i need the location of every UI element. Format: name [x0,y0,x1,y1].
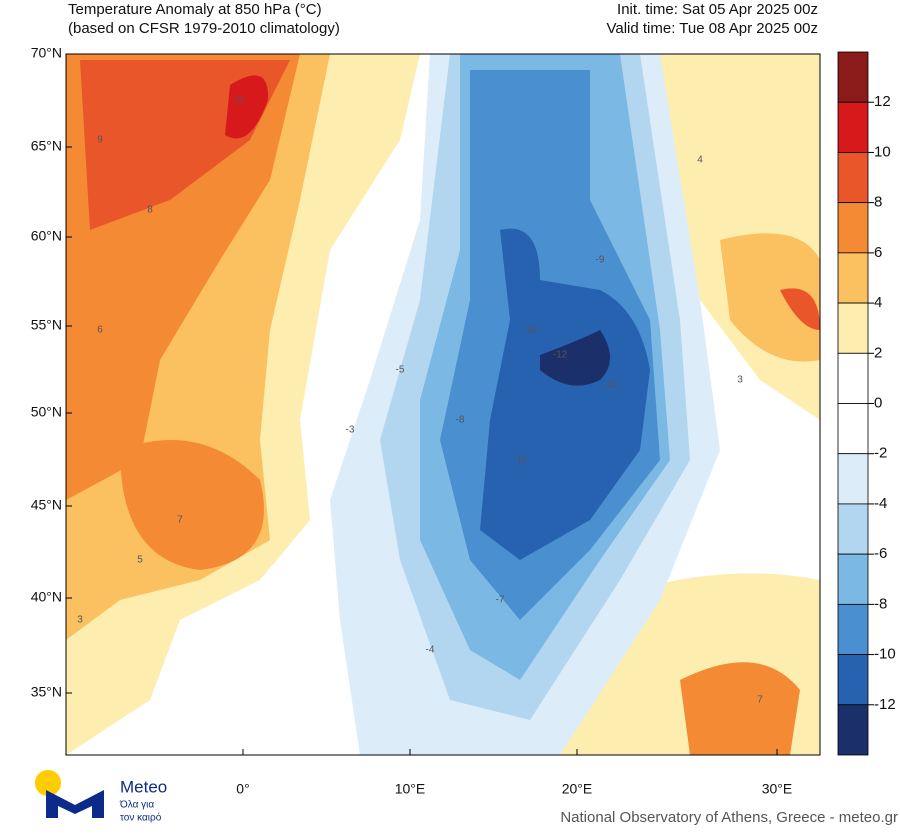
map-value: -4 [426,645,435,656]
map-value: -10 [603,380,618,391]
map-value: 11 [235,95,246,106]
map-value: -12 [553,350,568,361]
map-value: 3 [737,375,743,386]
colorbar-box [837,202,869,254]
colorbar-box [837,553,869,605]
colorbar-box [837,252,869,304]
logo-line: τον καιρό [120,812,162,824]
valid-time: Valid time: Tue 08 Apr 2025 00z [606,20,818,37]
colorbar-box [837,101,869,153]
map-value: 5 [137,555,143,566]
map-value: 7 [757,695,763,706]
lon-label: 0° [236,781,249,797]
colorbar-box [837,352,869,404]
colorbar-label: 10 [874,143,891,160]
colorbar-label: -2 [874,445,887,462]
lat-label: 55°N [31,317,62,333]
colorbar-box [837,403,869,455]
map-value: 8 [147,205,153,216]
colorbar-label: 4 [874,294,882,311]
lat-label: 35°N [31,684,62,700]
colorbar-label: 8 [874,194,882,211]
lat-label: 45°N [31,497,62,513]
colorbar-box [837,152,869,204]
colorbar-box [837,704,869,756]
logo-line: Όλα για [119,800,154,811]
lat-label: 50°N [31,404,62,420]
map-value: 9 [97,135,103,146]
map-value: -8 [456,415,465,426]
map-value: 4 [697,155,703,166]
colorbar-label: -4 [874,495,887,512]
colorbar-box [837,302,869,354]
lat-label: 70°N [31,45,62,61]
map-value: -5 [396,365,405,376]
lat-label: 60°N [31,228,62,244]
colorbar-label: -10 [874,646,896,663]
lon-label: 30°E [762,781,793,797]
lon-label: 10°E [395,781,426,797]
map-value: 6 [97,325,103,336]
colorbar-label: -8 [874,595,887,612]
map-value: -11 [513,455,527,466]
logo-sun [35,770,61,796]
logo: Meteo Όλα για τον καιρό [35,770,167,824]
colorbar-box [837,603,869,655]
colorbar-label: 12 [874,93,891,110]
colorbar-box [837,453,869,505]
colorbar-label: -6 [874,545,887,562]
map-value: 7 [177,515,183,526]
map-value: -3 [346,425,355,436]
map-value: -9 [596,255,605,266]
map-value: -10 [523,325,538,336]
colorbar-box [837,654,869,706]
lat-label: 40°N [31,589,62,605]
map-value: 3 [77,615,83,626]
lon-label: 20°E [562,781,593,797]
title: Temperature Anomaly at 850 hPa (°C) [68,1,322,18]
colorbar-label: 0 [874,394,882,411]
map-fill [65,53,821,756]
colorbar-box [837,503,869,555]
colorbar-box [837,51,869,103]
logo-mark [46,790,104,818]
map-value: -7 [496,595,505,606]
subtitle: (based on CFSR 1979-2010 climatology) [68,20,340,37]
init-time: Init. time: Sat 05 Apr 2025 00z [617,1,818,18]
colorbar-label: 2 [874,344,882,361]
footer: National Observatory of Athens, Greece -… [560,809,898,826]
colorbar-label: 6 [874,244,882,261]
logo-name: Meteo [120,777,167,796]
colorbar-label: -12 [874,696,896,713]
lat-label: 65°N [31,138,62,154]
